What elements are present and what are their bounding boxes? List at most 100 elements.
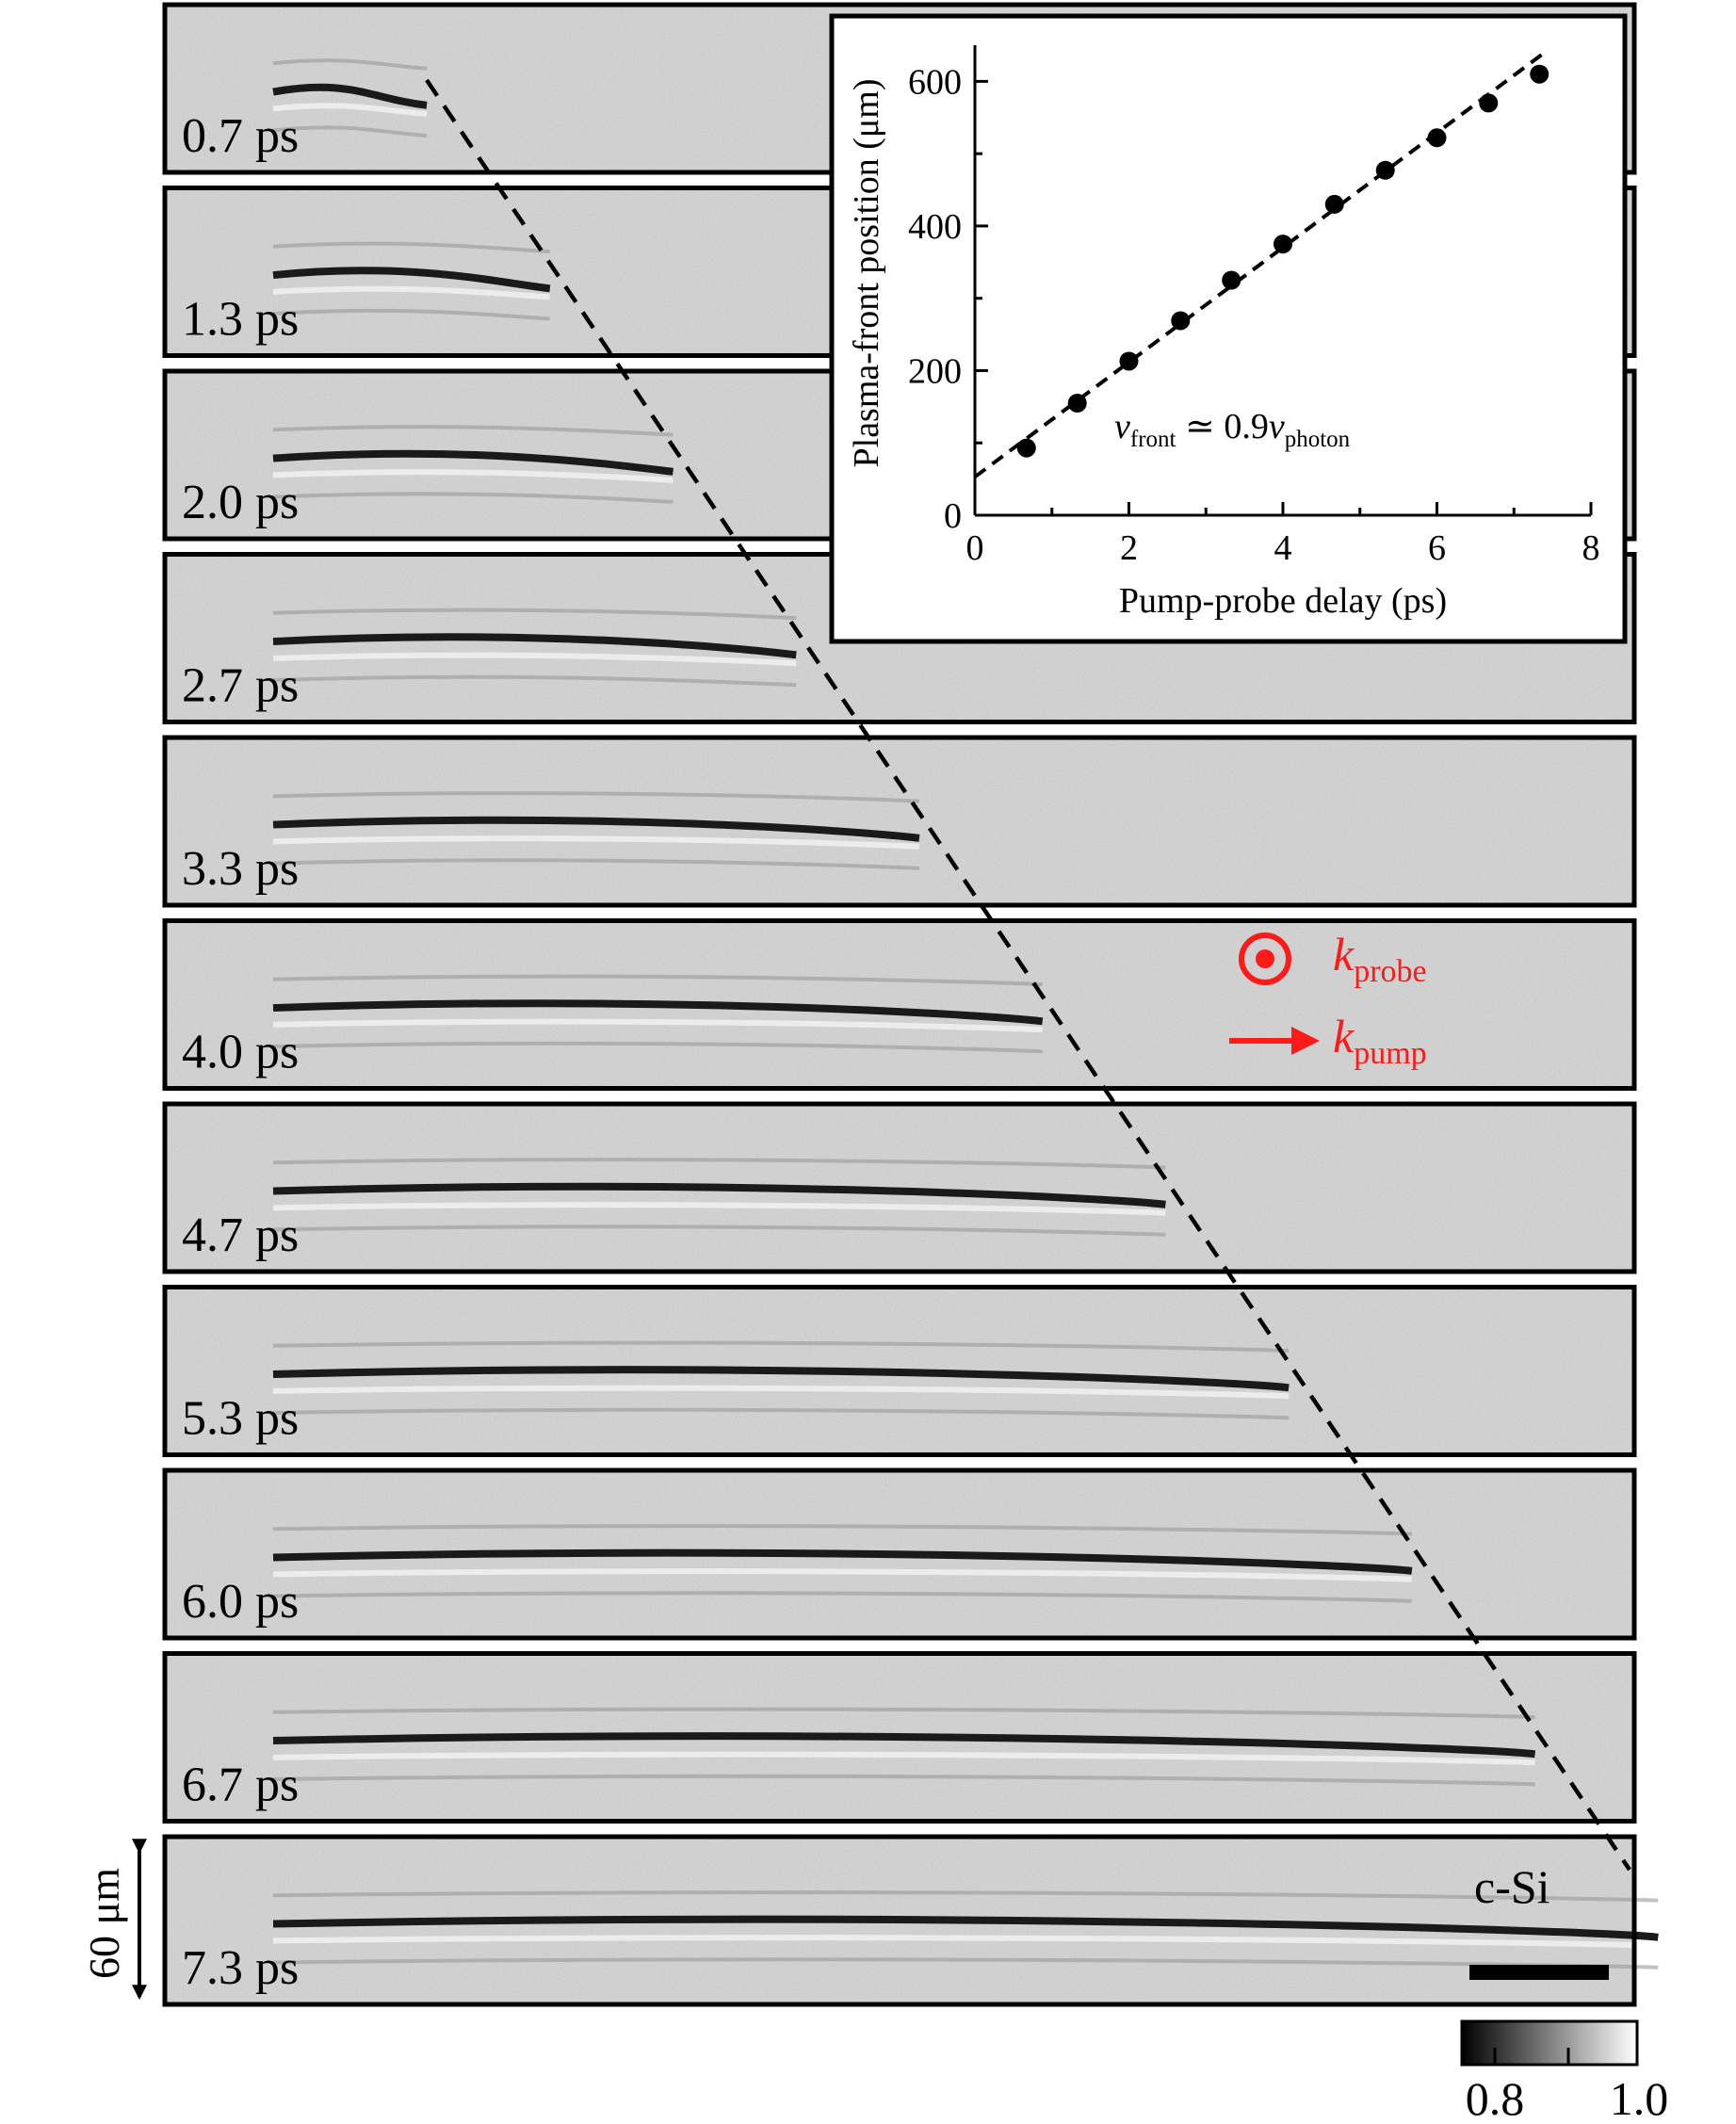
panel-streak — [272, 425, 673, 437]
plasma-filament — [272, 1548, 1413, 1575]
panel-frame — [162, 1467, 1637, 1641]
panel-streak — [272, 608, 797, 621]
y-axis-label: Plasma-front position (μm) — [847, 79, 886, 468]
probe-dot-icon — [1256, 949, 1274, 968]
x-axis-label: Pump-probe delay (ps) — [1119, 581, 1447, 621]
panel-streak — [272, 791, 920, 803]
panel-streak — [272, 1158, 1166, 1170]
panel-frame — [162, 918, 1637, 1091]
x-tick-label: 4 — [1274, 528, 1292, 568]
panel-streak — [272, 103, 428, 117]
data-point — [1375, 160, 1395, 180]
panel-frame — [162, 1285, 1637, 1457]
delay-label: 6.7 ps — [182, 1759, 299, 1812]
colorbar-min-label: 0.8 — [1466, 2072, 1525, 2124]
colorbar-gradient — [1460, 2019, 1639, 2067]
plasma-filament — [272, 1915, 1659, 1941]
delay-label: 4.0 ps — [182, 1026, 299, 1079]
data-point — [1427, 128, 1447, 148]
delay-label: 5.3 ps — [182, 1392, 299, 1446]
panel-streak — [272, 241, 550, 254]
plasma-filament — [272, 633, 797, 659]
panel-streak — [272, 58, 428, 71]
image-panel: 3.3 ps — [162, 735, 1637, 908]
panel-streak — [272, 125, 428, 138]
panel-streak — [272, 974, 1043, 987]
height-scale: 60 μm — [80, 1839, 147, 2001]
inset-chart: 0 2 4 6 8 0 200 400 600 Pump-probe delay (ps) P… — [829, 13, 1628, 644]
panel-streak — [272, 1385, 1290, 1400]
delay-label: 1.3 ps — [182, 293, 299, 347]
panel-streak — [272, 1340, 1290, 1354]
plasma-filament — [272, 83, 428, 109]
panel-streak — [272, 1407, 1290, 1420]
x-tick-label: 2 — [1120, 528, 1138, 568]
plasma-filament — [272, 816, 920, 842]
data-point — [1171, 311, 1191, 331]
wavevector-legend: kprobe kpump — [1229, 928, 1427, 1071]
panel-streak — [272, 1568, 1412, 1582]
plasma-front-guide — [425, 78, 1631, 1872]
scale-bar — [1469, 1965, 1609, 1980]
delay-label: 2.7 ps — [182, 659, 299, 713]
height-scale-label: 60 μm — [80, 1868, 128, 1979]
panel-streak — [272, 1202, 1166, 1216]
colorbar: 0.8 1.0 — [1460, 2019, 1669, 2124]
panel-frame — [162, 1101, 1637, 1274]
y-tick-label: 400 — [908, 207, 962, 247]
data-points — [1016, 64, 1549, 458]
data-point — [1067, 394, 1087, 413]
delay-label: 3.3 ps — [182, 842, 299, 896]
y-ticks: 0 200 400 600 — [908, 62, 988, 536]
image-panel: 4.7 ps — [162, 1101, 1637, 1274]
data-point — [1119, 351, 1139, 371]
panel-streak — [272, 1935, 1659, 1949]
panel-streak — [272, 285, 550, 300]
data-point — [1016, 438, 1036, 458]
panel-streak — [272, 1591, 1412, 1603]
colorbar-max-label: 1.0 — [1610, 2072, 1669, 2124]
delay-label: 2.0 ps — [182, 476, 299, 529]
panel-streak — [272, 1018, 1043, 1033]
delay-label: 4.7 ps — [182, 1208, 299, 1262]
panel-streak — [272, 652, 797, 667]
panel-streak — [272, 1524, 1412, 1536]
panel-frame — [162, 735, 1637, 908]
image-panel: 6.7 ps — [162, 1651, 1637, 1824]
image-panel: 6.0 ps — [162, 1467, 1637, 1641]
k-pump-label: kpump — [1333, 1010, 1427, 1071]
probe-out-of-plane-icon — [1239, 932, 1291, 985]
panel-frame — [162, 1834, 1637, 2007]
data-point — [1222, 270, 1241, 290]
data-point — [1479, 93, 1499, 113]
delay-label: 7.3 ps — [182, 1941, 299, 1995]
x-tick-label: 8 — [1582, 528, 1600, 568]
x-tick-label: 0 — [966, 528, 984, 568]
x-tick-label: 6 — [1428, 528, 1446, 568]
x-ticks: 0 2 4 6 8 — [966, 502, 1600, 568]
y-tick-label: 200 — [908, 351, 962, 391]
data-point — [1274, 235, 1292, 254]
plasma-filament — [272, 267, 551, 293]
plasma-filament — [272, 449, 673, 476]
inset-frame — [829, 13, 1628, 644]
k-probe-label: kprobe — [1333, 928, 1427, 989]
plasma-filament — [272, 1366, 1290, 1392]
image-panel: 4.0 ps — [162, 918, 1637, 1091]
delay-label: 6.0 ps — [182, 1575, 299, 1629]
panel-streak — [272, 1041, 1043, 1054]
panel-streak — [272, 308, 550, 321]
plasma-filament — [272, 1732, 1536, 1759]
panel-streak — [272, 492, 673, 504]
panel-streak — [272, 1890, 1659, 1903]
panel-streak — [272, 835, 920, 850]
velocity-annotation: vfront ≃ 0.9vphoton — [1114, 407, 1351, 452]
panel-streak — [272, 674, 797, 688]
y-tick-label: 0 — [944, 496, 962, 536]
delay-label: 0.7 ps — [182, 109, 299, 163]
material-label: c-Si — [1474, 1860, 1550, 1913]
plasma-filament — [272, 999, 1044, 1026]
image-panel: 5.3 ps — [162, 1285, 1637, 1457]
panel-streak — [272, 858, 920, 870]
